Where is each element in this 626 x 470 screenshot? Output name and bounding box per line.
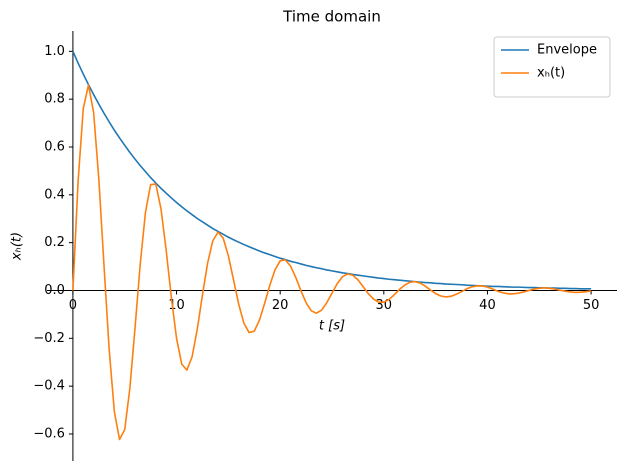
y-tick-label: 0.0	[44, 283, 65, 298]
legend-box	[493, 36, 611, 98]
x-tick-label: 40	[479, 298, 496, 313]
x-tick-label: 50	[583, 298, 600, 313]
legend-label: xₕ(t)	[537, 66, 565, 81]
y-tick-label: −0.4	[33, 379, 65, 394]
series-line	[72, 51, 592, 290]
y-tick-label: −0.2	[33, 331, 65, 346]
x-tick-label: 10	[168, 298, 185, 313]
y-tick-label: −0.6	[33, 426, 65, 441]
y-tick-label: 0.4	[44, 187, 65, 202]
series-line	[72, 84, 592, 441]
x-tick-label: 30	[376, 298, 393, 313]
x-tick-label: 20	[272, 298, 289, 313]
y-axis-label: xₕ(t)	[10, 232, 25, 261]
x-tick-label: 0	[69, 298, 77, 313]
y-tick-label: 0.8	[44, 92, 65, 107]
legend-label: Envelope	[537, 43, 597, 58]
chart-title: Time domain	[282, 8, 381, 26]
y-tick-label: 0.6	[44, 139, 65, 154]
y-tick-label: 1.0	[44, 44, 65, 59]
y-tick-label: 0.2	[44, 235, 65, 250]
x-axis-label: t [s]	[319, 319, 345, 334]
